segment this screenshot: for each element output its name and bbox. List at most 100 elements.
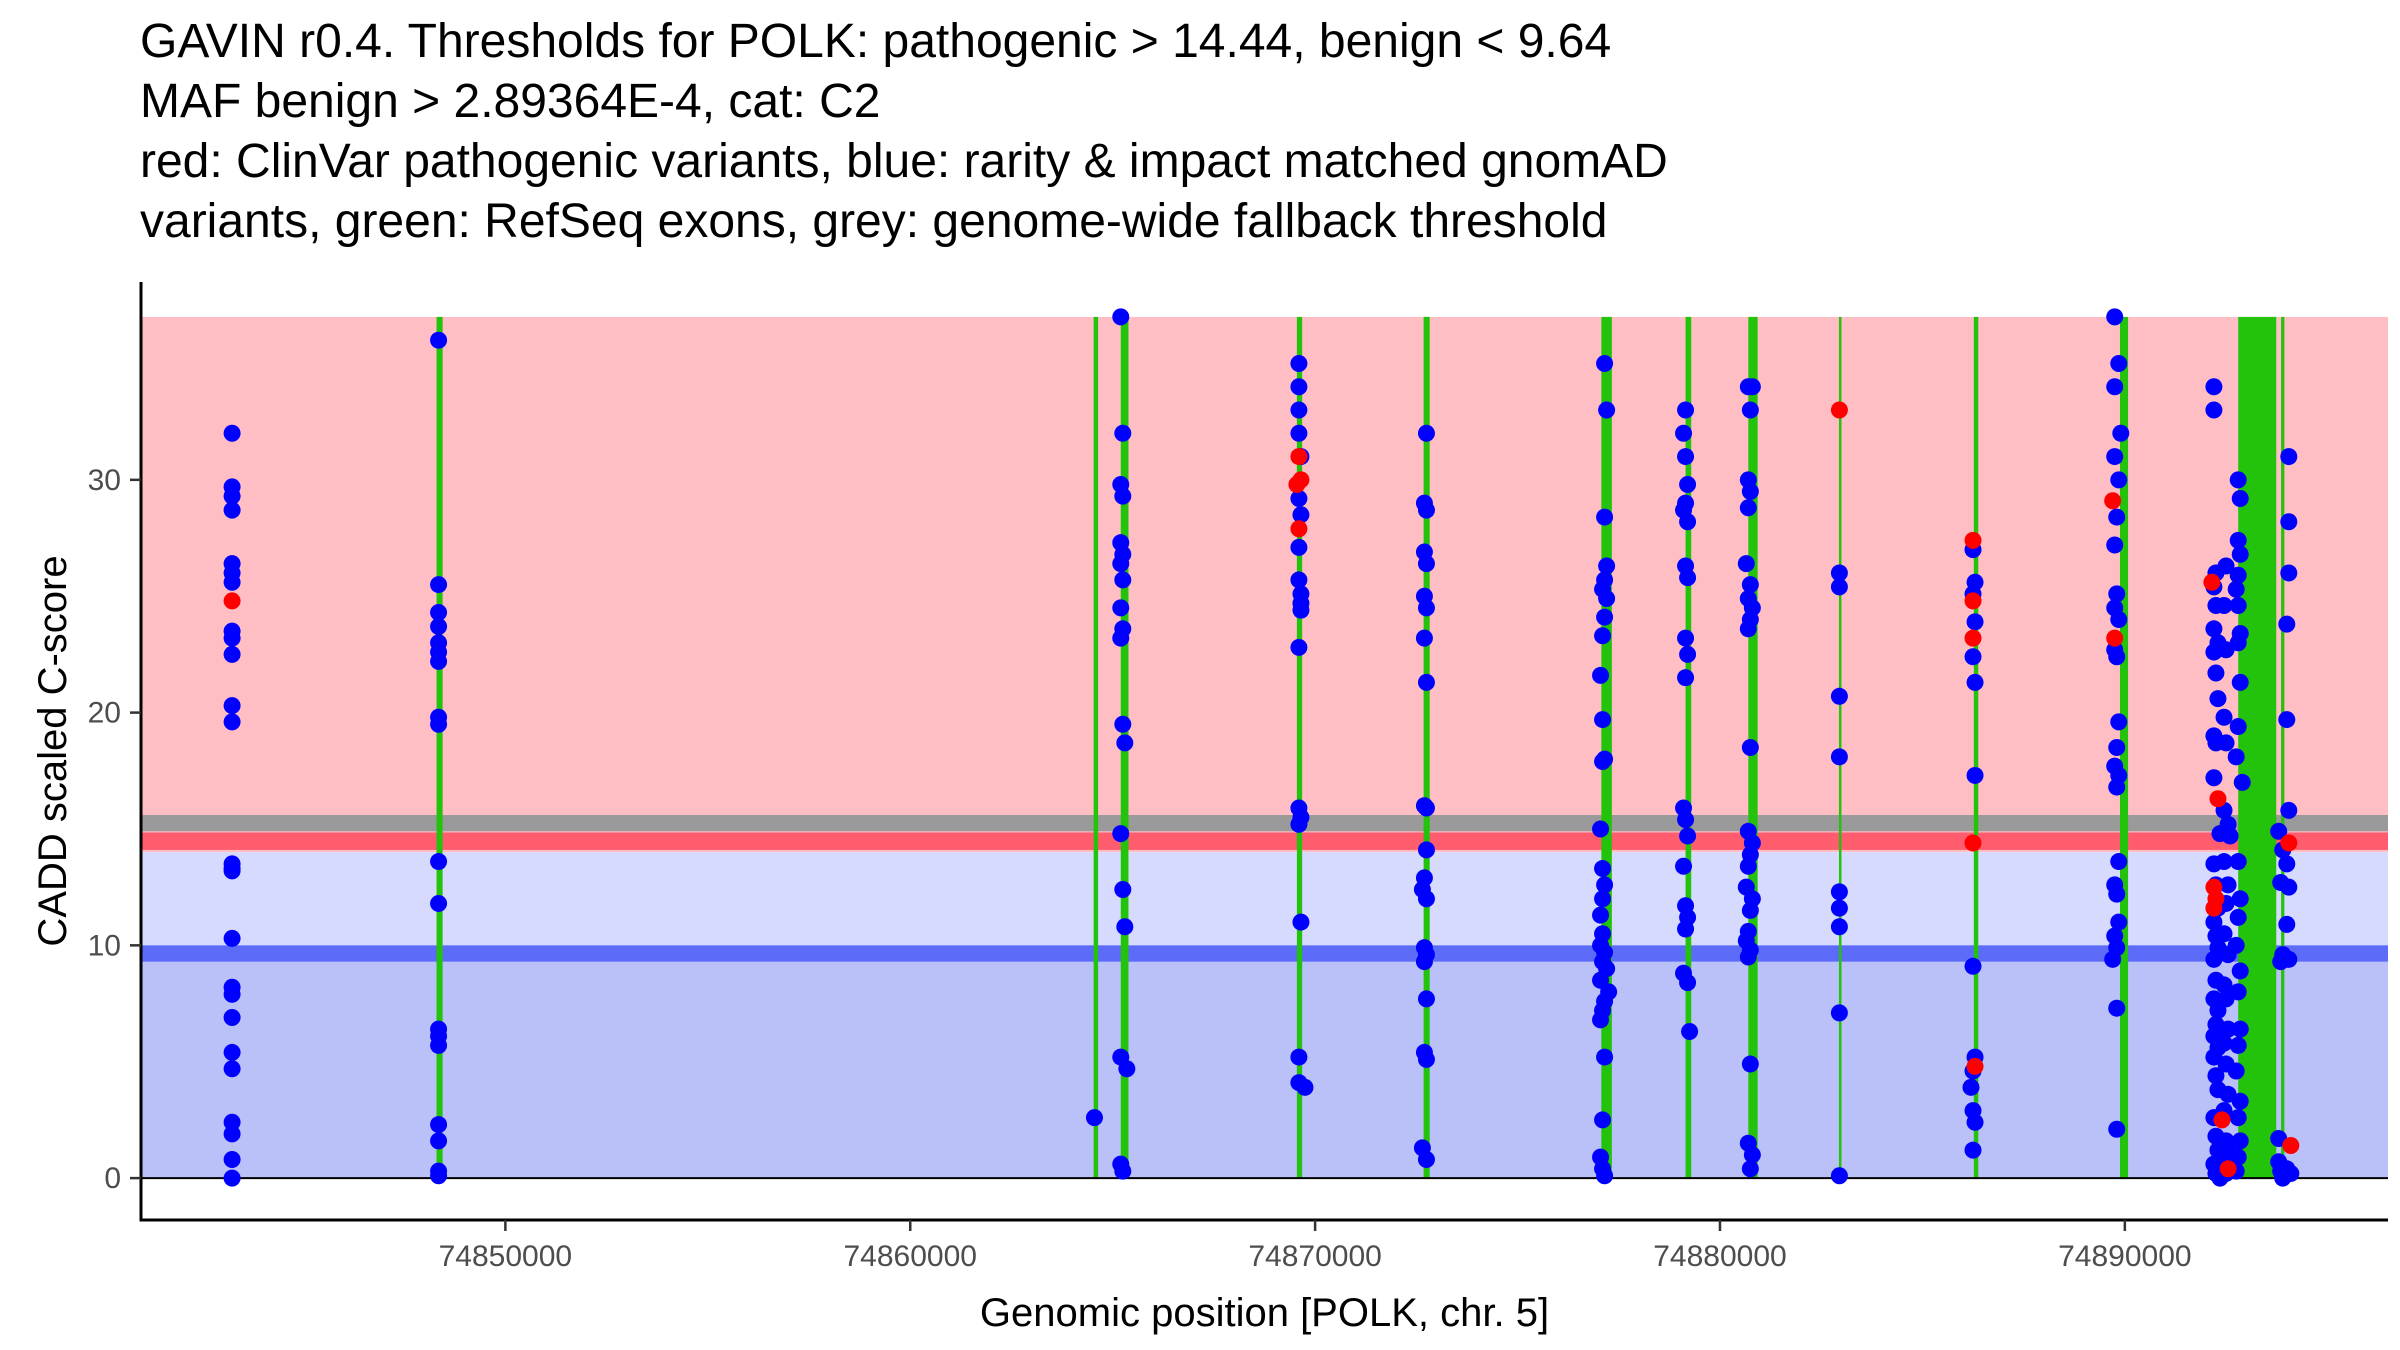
- gnomad-point-52: [1112, 599, 1130, 617]
- gnomad-point-42: [430, 1167, 448, 1185]
- gnomad-point-6: [223, 573, 241, 591]
- gnomad-point-83: [1296, 1078, 1314, 1096]
- gnomad-point-257: [2205, 913, 2223, 931]
- gnomad-point-113: [1598, 590, 1616, 608]
- title-line-3: red: ClinVar pathogenic variants, blue: …: [140, 135, 1668, 188]
- exon-1: [1093, 316, 1099, 1179]
- gnomad-point-305: [2227, 580, 2245, 598]
- gnomad-point-69: [1290, 489, 1308, 507]
- gnomad-point-124: [1592, 906, 1610, 924]
- gnomad-point-76: [1290, 638, 1308, 656]
- gnomad-point-231: [2110, 853, 2128, 871]
- gnomad-point-15: [223, 929, 241, 947]
- gnomad-point-50: [1112, 555, 1130, 573]
- gnomad-point-311: [2227, 748, 2245, 766]
- gnomad-point-206: [1964, 957, 1982, 975]
- gnomad-point-342: [2278, 855, 2296, 873]
- gnomad-point-245: [2205, 620, 2223, 638]
- gnomad-point-110: [1598, 557, 1616, 575]
- gnomad-point-136: [1594, 1111, 1612, 1129]
- gnomad-point-9: [223, 645, 241, 663]
- gnomad-point-44: [1112, 308, 1130, 326]
- gnomad-point-209: [1962, 1078, 1980, 1096]
- gnomad-point-54: [1112, 629, 1130, 647]
- gnomad-point-141: [1675, 424, 1693, 442]
- gnomad-point-91: [1415, 629, 1433, 647]
- gnomad-point-167: [1739, 499, 1757, 517]
- gnomad-point-230: [2108, 778, 2126, 796]
- title-line-4: variants, green: RefSeq exons, grey: gen…: [140, 195, 1608, 248]
- gnomad-point-195: [1830, 899, 1848, 917]
- clinvar-point-0: [223, 592, 241, 610]
- gnomad-point-56: [1116, 734, 1134, 752]
- gnomad-point-25: [430, 331, 448, 349]
- gnomad-point-23: [223, 1150, 241, 1168]
- gnomad-point-196: [1830, 918, 1848, 936]
- gnomad-point-95: [1417, 841, 1435, 859]
- gnomad-point-86: [1417, 501, 1435, 519]
- gnomad-point-218: [2110, 471, 2128, 489]
- gnomad-point-321: [2227, 1062, 2245, 1080]
- gnomad-point-94: [1417, 799, 1435, 817]
- gnomad-point-174: [1741, 739, 1759, 757]
- x-tick-label-1: 74860000: [844, 1240, 977, 1273]
- title-line-2: MAF benign > 2.89364E-4, cat: C2: [140, 75, 881, 128]
- gnomad-point-313: [2229, 853, 2247, 871]
- exon-4: [1423, 316, 1430, 1179]
- gnomad-point-289: [2215, 976, 2233, 994]
- gnomad-point-341: [2280, 801, 2298, 819]
- gnomad-point-344: [2278, 915, 2296, 933]
- clinvar-point-4: [1290, 520, 1308, 538]
- gnomad-point-310: [2229, 718, 2247, 736]
- threshold-bands: [141, 815, 2388, 962]
- gnomad-point-40: [430, 1132, 448, 1150]
- gnomad-point-88: [1417, 555, 1435, 573]
- clinvar-point-20: [2280, 834, 2298, 852]
- gnomad-point-163: [1743, 378, 1761, 396]
- gnomad-point-151: [1677, 669, 1695, 687]
- gnomad-point-204: [1966, 673, 1984, 691]
- gnomad-point-146: [1679, 513, 1697, 531]
- gnomad-point-339: [2278, 615, 2296, 633]
- gnomad-point-122: [1596, 876, 1614, 894]
- gnomad-point-191: [1830, 578, 1848, 596]
- gnomad-point-135: [1596, 1048, 1614, 1066]
- clinvar-point-14: [2209, 790, 2227, 808]
- gnomad-point-277: [2215, 597, 2233, 615]
- gnomad-point-238: [2108, 999, 2126, 1017]
- gnomad-point-284: [2215, 853, 2233, 871]
- exon-3: [1296, 316, 1303, 1179]
- gnomad-point-248: [2207, 664, 2225, 682]
- gnomad-point-202: [1966, 613, 1984, 631]
- gnomad-point-226: [2110, 713, 2128, 731]
- gnomad-point-336: [2280, 448, 2298, 466]
- gnomad-point-3: [223, 501, 241, 519]
- gnomad-point-347: [2282, 1164, 2300, 1182]
- region-0: [141, 316, 2388, 822]
- title-line-1: GAVIN r0.4. Thresholds for POLK: pathoge…: [140, 15, 1612, 68]
- gnomad-point-153: [1677, 811, 1695, 829]
- exon-9: [1973, 316, 1979, 1179]
- gnomad-point-291: [2219, 1020, 2237, 1038]
- gnomad-point-150: [1679, 645, 1697, 663]
- clinvar-point-5: [1830, 401, 1848, 419]
- gnomad-point-35: [430, 894, 448, 912]
- gnomad-point-58: [1114, 880, 1132, 898]
- axes: [139, 282, 2388, 1222]
- gnomad-point-24: [223, 1169, 241, 1187]
- gnomad-point-193: [1830, 748, 1848, 766]
- gnomad-point-33: [430, 715, 448, 733]
- gnomad-point-203: [1964, 648, 1982, 666]
- gnomad-point-300: [2229, 471, 2247, 489]
- gnomad-point-315: [2229, 908, 2247, 926]
- gnomad-point-318: [2229, 983, 2247, 1001]
- gnomad-point-213: [2106, 308, 2124, 326]
- y-tick-label-0: 0: [104, 1162, 121, 1195]
- gnomad-point-75: [1292, 601, 1310, 619]
- gnomad-point-189: [1741, 1160, 1759, 1178]
- gnomad-point-212: [1964, 1141, 1982, 1159]
- clinvar-point-12: [2106, 629, 2124, 647]
- gnomad-point-178: [1739, 857, 1757, 875]
- exon-6: [1685, 316, 1692, 1179]
- gnomad-point-190: [1830, 564, 1848, 582]
